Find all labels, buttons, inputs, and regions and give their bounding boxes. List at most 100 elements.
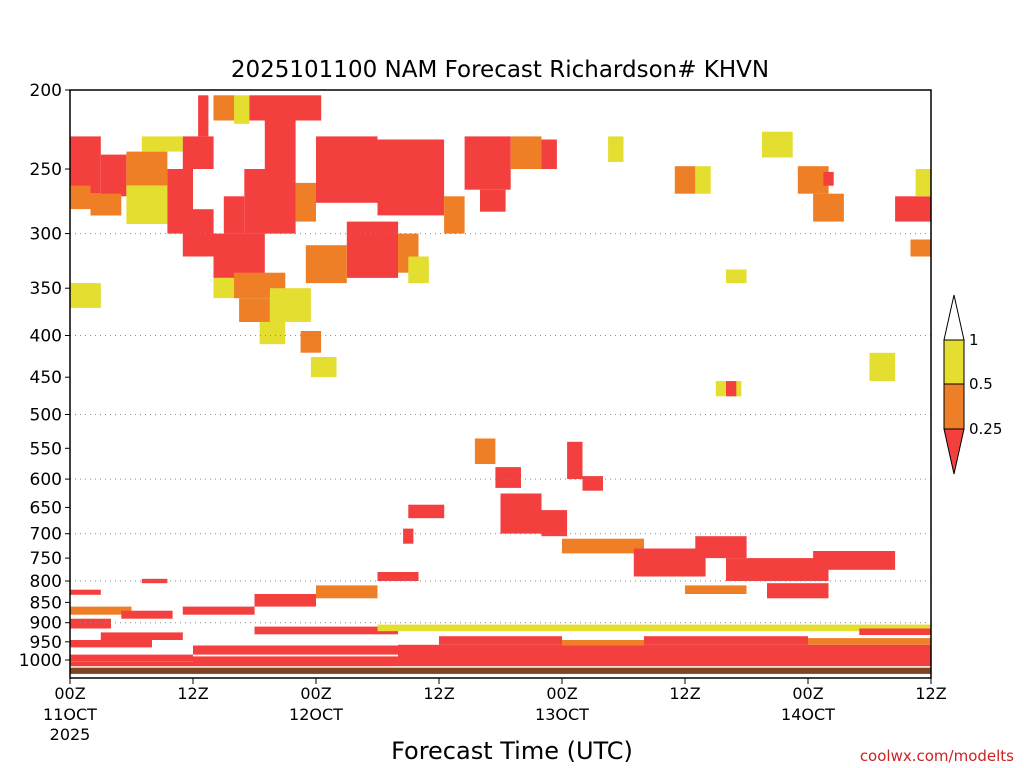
ri-cell-low bbox=[249, 95, 322, 121]
ri-cell-mid bbox=[213, 95, 234, 121]
ri-cell-low bbox=[464, 136, 511, 190]
plot-frame bbox=[69, 89, 932, 679]
ri-cell-low bbox=[182, 136, 214, 169]
ri-cell-low bbox=[439, 636, 562, 645]
ri-cell-low bbox=[582, 476, 603, 491]
y-tick-label-1000: 1000 bbox=[19, 651, 62, 671]
legend-swatch-top bbox=[943, 294, 965, 341]
y-tick-label-400: 400 bbox=[30, 327, 62, 347]
y-tick-label-600: 600 bbox=[30, 470, 62, 490]
x-tick-label-top-24: 00Z bbox=[300, 684, 331, 703]
ri-cell-low bbox=[813, 551, 896, 570]
x-tick-label-top-0: 00Z bbox=[54, 684, 85, 703]
ri-cell-high bbox=[141, 136, 183, 152]
ri-cell-low bbox=[377, 139, 445, 216]
chart-title: 2025101100 NAM Forecast Richardson# KHVN bbox=[231, 57, 769, 83]
ri-cell-high bbox=[761, 131, 793, 158]
ri-cell-mid bbox=[910, 239, 931, 257]
y-axis: 200 250 300 350 400 450 500 550 600 650 700 750 8008… bbox=[19, 81, 70, 671]
x-tick-label-top-12: 12Z bbox=[177, 684, 208, 703]
ri-cell-low bbox=[254, 626, 398, 635]
y-tick-label-500: 500 bbox=[30, 406, 62, 426]
x-tick-label-bot-0: 2025 bbox=[50, 725, 91, 744]
ri-cell-high bbox=[310, 357, 337, 378]
x-axis-label: Forecast Time (UTC) bbox=[391, 737, 633, 765]
ri-cell-low bbox=[182, 606, 255, 615]
cells-layer bbox=[70, 95, 932, 674]
legend-swatch-mid bbox=[943, 383, 965, 430]
ri-cell-mid bbox=[295, 182, 316, 222]
y-tick-label-200: 200 bbox=[30, 81, 62, 101]
ri-cell-mid bbox=[305, 245, 347, 284]
x-tick-label-top-60: 12Z bbox=[669, 684, 700, 703]
ri-cell-low bbox=[633, 548, 706, 577]
x-tick-label-top-84: 12Z bbox=[915, 684, 946, 703]
ri-cell-high bbox=[915, 169, 931, 197]
ri-cell-mid bbox=[685, 585, 747, 594]
ri-cell-mid bbox=[126, 151, 168, 186]
ri-cell-mid bbox=[808, 638, 931, 645]
ri-cell-high bbox=[126, 185, 168, 224]
ri-cell-high bbox=[608, 136, 624, 162]
ri-cell-low bbox=[541, 510, 568, 537]
ri-cell-mid bbox=[70, 185, 91, 210]
ri-cell-top bbox=[70, 666, 931, 668]
ri-cell-low bbox=[244, 169, 296, 234]
ri-cell-high bbox=[408, 256, 429, 284]
y-tick-label-800: 800 bbox=[30, 572, 62, 592]
ri-cell-low bbox=[198, 95, 209, 137]
ri-cell-low bbox=[70, 618, 111, 629]
ri-cell-low bbox=[100, 632, 183, 640]
ri-cell-low bbox=[193, 645, 419, 655]
x-tick-label-top-36: 12Z bbox=[423, 684, 454, 703]
x-tick-label-mid-24: 12OCT bbox=[289, 705, 343, 724]
ri-cell-mid bbox=[444, 196, 465, 234]
ri-cell-low bbox=[859, 628, 932, 635]
ri-cell-mid bbox=[674, 166, 696, 194]
ri-cell-mid bbox=[562, 538, 644, 554]
ri-cell-high bbox=[234, 95, 250, 124]
ri-cell-low bbox=[193, 656, 398, 664]
ri-cell-low bbox=[264, 120, 296, 169]
ri-cell-high bbox=[726, 269, 747, 284]
ri-cell-high bbox=[259, 321, 286, 345]
ri-cell-high bbox=[70, 283, 101, 308]
y-tick-label-900: 900 bbox=[30, 614, 62, 634]
ri-cell-low bbox=[141, 578, 168, 584]
y-tick-label-700: 700 bbox=[30, 525, 62, 545]
ri-cell-low bbox=[495, 467, 521, 488]
ri-cell-mid bbox=[70, 606, 132, 615]
ri-cell-low bbox=[182, 209, 214, 257]
y-tick-label-550: 550 bbox=[30, 439, 62, 459]
ri-cell-low bbox=[895, 196, 931, 222]
y-tick-label-450: 450 bbox=[30, 368, 62, 388]
x-tick-label-mid-48: 13OCT bbox=[535, 705, 589, 724]
ri-cell-low bbox=[70, 640, 152, 648]
ri-cell-high bbox=[269, 288, 311, 322]
ri-cell-mid bbox=[510, 136, 542, 169]
legend-swatch-low bbox=[943, 428, 965, 475]
ri-cell-low bbox=[695, 536, 747, 559]
ri-cell-low bbox=[398, 644, 931, 667]
y-tick-label-750: 750 bbox=[30, 549, 62, 569]
ri-cell-low bbox=[567, 441, 583, 480]
y-tick-label-950: 950 bbox=[30, 633, 62, 653]
gridlines bbox=[70, 233, 931, 624]
ri-cell-low bbox=[316, 136, 378, 203]
ri-cell-low bbox=[767, 583, 829, 599]
ri-cell-mid bbox=[316, 585, 378, 599]
ri-cell-low bbox=[823, 171, 834, 186]
ri-cell-high bbox=[377, 624, 931, 632]
ri-cell-low bbox=[100, 154, 127, 197]
ri-cell-high bbox=[213, 277, 234, 299]
y-tick-label-250: 250 bbox=[30, 160, 62, 180]
ri-cell-low bbox=[70, 661, 398, 667]
ri-cell-low bbox=[254, 594, 316, 607]
ri-cell-low bbox=[70, 136, 101, 194]
ri-cell-mid bbox=[813, 193, 844, 222]
watermark: coolwx.com/modelts bbox=[860, 747, 1014, 765]
legend-label-1: 0.5 bbox=[969, 375, 993, 393]
ri-cell-low bbox=[500, 493, 542, 534]
